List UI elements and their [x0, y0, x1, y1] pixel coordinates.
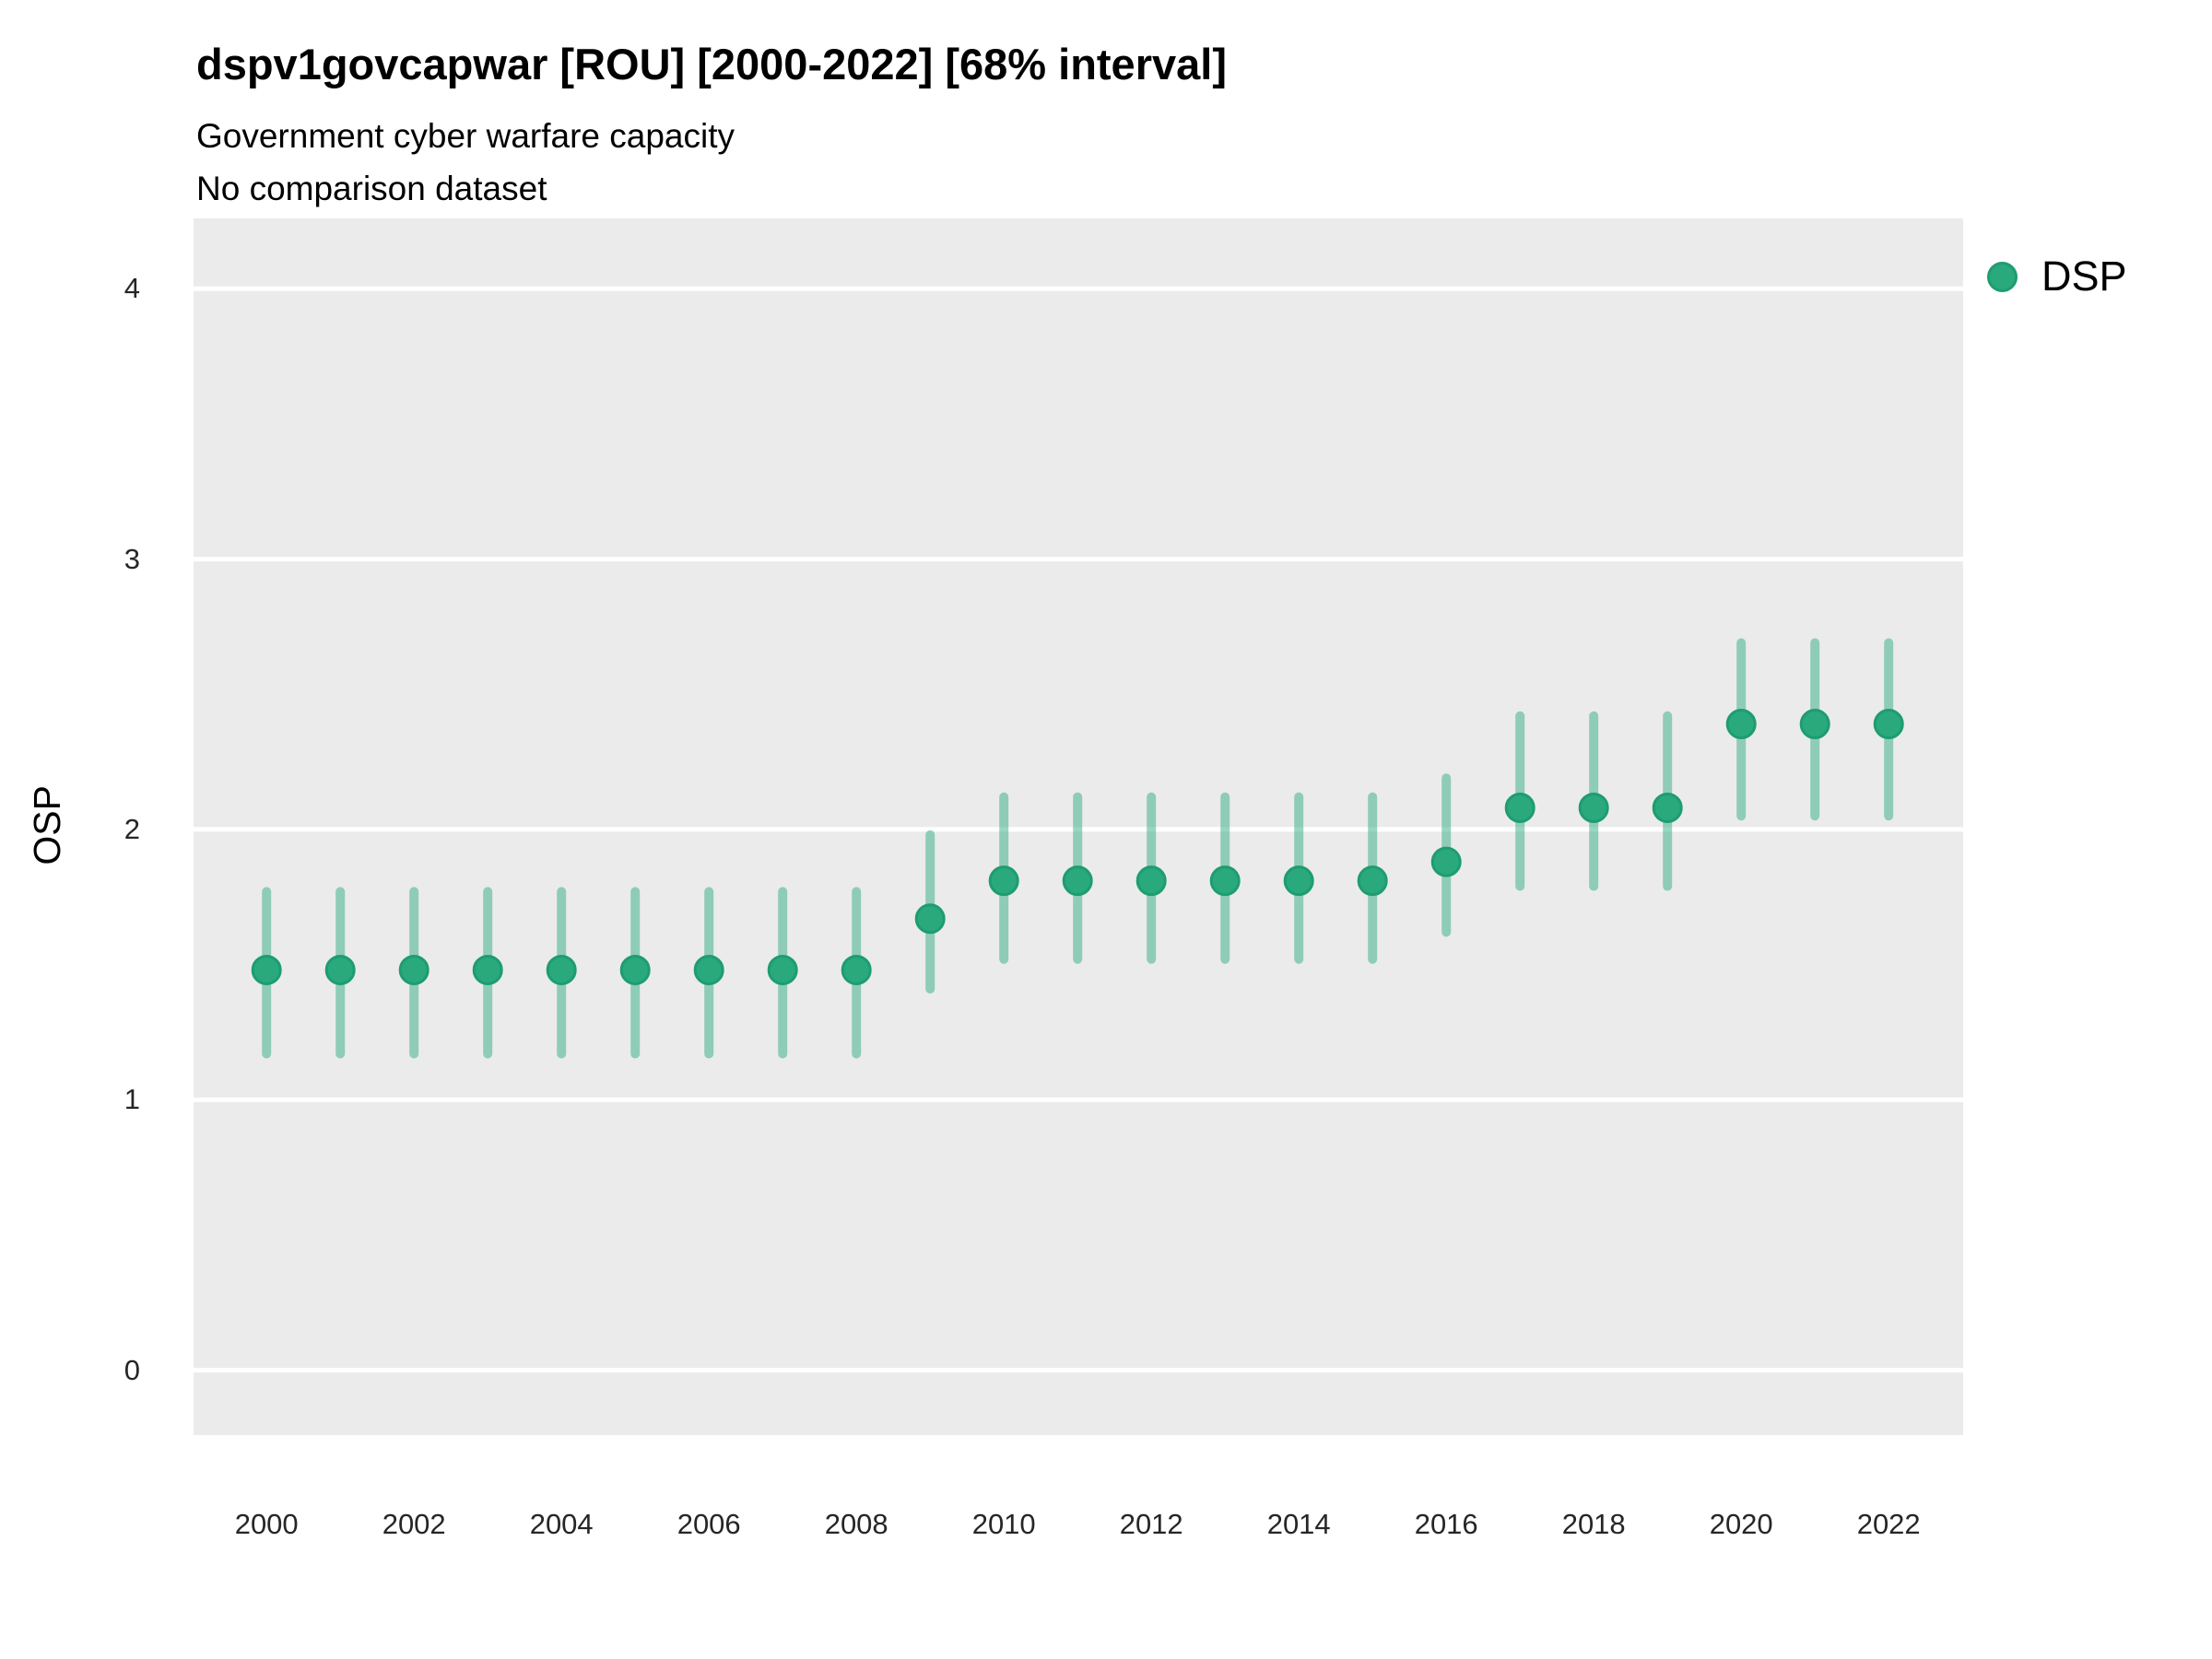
point-2000 — [251, 954, 282, 985]
point-2018 — [1578, 792, 1609, 823]
x-tick-label-2008: 2008 — [824, 1508, 888, 1540]
y-tick-label-4: 4 — [124, 272, 140, 305]
x-tick-label-2014: 2014 — [1266, 1508, 1331, 1540]
point-2013 — [1209, 865, 1241, 897]
x-tick-label-2004: 2004 — [529, 1508, 594, 1540]
chart-title: dspv1govcapwar [ROU] [2000-2022] [68% in… — [196, 40, 1227, 88]
y-tick-label-3: 3 — [124, 542, 140, 575]
point-2005 — [619, 954, 651, 985]
point-2006 — [693, 954, 724, 985]
legend-circle-icon — [1987, 261, 2018, 292]
x-tick-label-2018: 2018 — [1561, 1508, 1626, 1540]
point-2017 — [1504, 792, 1535, 823]
x-tick-label-2012: 2012 — [1119, 1508, 1183, 1540]
point-2019 — [1652, 792, 1683, 823]
point-2001 — [324, 954, 356, 985]
chart-subtitle: Government cyber warfare capacity — [196, 117, 735, 155]
point-2007 — [767, 954, 798, 985]
point-2020 — [1725, 709, 1757, 740]
point-2021 — [1799, 709, 1830, 740]
point-2022 — [1873, 709, 1904, 740]
legend: DSP — [1987, 247, 2127, 306]
x-tick-label-2002: 2002 — [382, 1508, 446, 1540]
x-tick-label-2022: 2022 — [1856, 1508, 1921, 1540]
point-2015 — [1357, 865, 1388, 897]
point-2002 — [398, 954, 429, 985]
y-tick-label-2: 2 — [124, 812, 140, 845]
point-2011 — [1062, 865, 1093, 897]
point-2004 — [546, 954, 577, 985]
point-2003 — [472, 954, 503, 985]
x-tick-label-2000: 2000 — [234, 1508, 299, 1540]
y-tick-label-0: 0 — [124, 1353, 140, 1386]
comparison-note: No comparison dataset — [196, 170, 547, 207]
panel-background — [194, 218, 1963, 1435]
point-2012 — [1135, 865, 1167, 897]
legend-label: DSP — [2041, 253, 2127, 300]
point-2010 — [988, 865, 1019, 897]
x-tick-label-2020: 2020 — [1709, 1508, 1773, 1540]
plot-area — [194, 218, 1963, 1435]
point-2014 — [1283, 865, 1314, 897]
point-2009 — [914, 903, 946, 935]
x-tick-label-2010: 2010 — [971, 1508, 1036, 1540]
x-tick-label-2016: 2016 — [1414, 1508, 1478, 1540]
y-tick-label-1: 1 — [124, 1083, 140, 1116]
point-2016 — [1430, 846, 1462, 877]
x-tick-label-2006: 2006 — [677, 1508, 741, 1540]
point-2008 — [841, 954, 872, 985]
